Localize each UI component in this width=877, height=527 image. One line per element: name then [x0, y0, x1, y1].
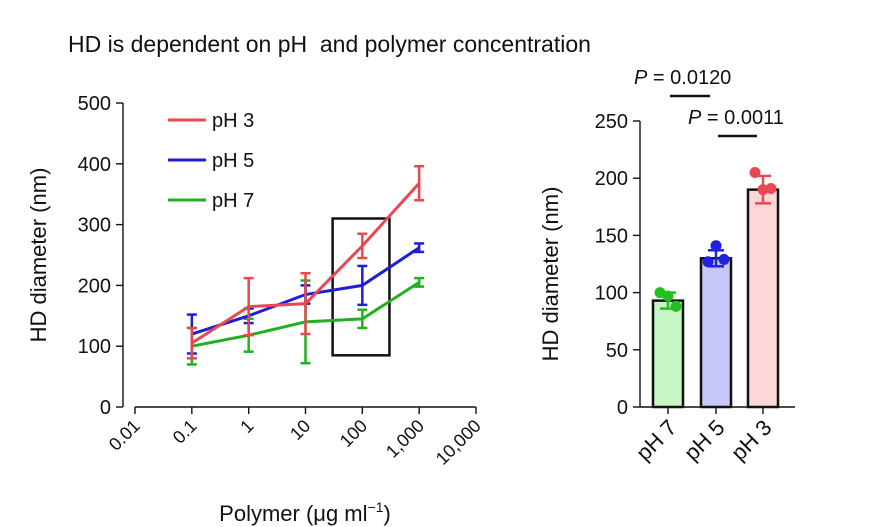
x-tick-label: 1 [236, 416, 257, 437]
data-point [702, 256, 714, 268]
bar-ph-3 [746, 188, 780, 409]
line-chart: 0 100 200 300 400 500 0.01 0.1 1 10 100 1,000 10,000… [26, 93, 485, 526]
figure-title: HD is dependent on pH and polymer concen… [68, 31, 591, 57]
data-point [749, 166, 761, 178]
data-point [765, 182, 777, 194]
significance-value: = 0.0120 [647, 67, 731, 89]
legend-label: pH 7 [212, 190, 254, 212]
data-point [662, 290, 674, 302]
bar-chart: 0 50 100 150 200 250 HD diameter (nm) pH 7pH 5p… [538, 67, 795, 465]
x-tick-label: 0.01 [105, 416, 144, 455]
significance-p: P [688, 107, 702, 129]
x-tick-label: 10 [286, 416, 314, 444]
y-tick-label: 300 [78, 215, 111, 237]
legend-label: pH 5 [212, 150, 254, 172]
y-tick-label: 200 [595, 168, 628, 190]
y-tick-label: 0 [100, 397, 111, 419]
x-tick-label: 10,000 [432, 416, 485, 469]
x-tick-label: 1,000 [382, 416, 428, 462]
x-axis-label: Polymer (μg ml−1) [219, 499, 391, 526]
highlight-box [331, 217, 391, 357]
y-tick-label: 0 [617, 397, 628, 419]
y-tick-label: 250 [595, 111, 628, 133]
x-axis-label-base: Polymer (μg ml [219, 501, 367, 526]
y-tick-label: 200 [78, 275, 111, 297]
data-point [718, 253, 730, 265]
significance-label: P = 0.0120 [634, 67, 731, 89]
significance-p: P [634, 67, 648, 89]
y-tick-label: 400 [78, 154, 111, 176]
data-point [670, 300, 682, 312]
x-tick-label: pH 7 [631, 415, 682, 466]
y-axis-label: HD diameter (nm) [538, 187, 563, 362]
bar-ph-5 [699, 257, 733, 409]
bar-ph-7 [651, 299, 685, 409]
data-point [710, 240, 722, 252]
x-tick-label: pH 3 [726, 415, 777, 466]
y-axis-label: HD diameter (nm) [26, 168, 51, 343]
y-tick-label: 100 [595, 283, 628, 305]
y-tick-label: 100 [78, 336, 111, 358]
significance-label: P = 0.0011 [688, 107, 784, 129]
significance-value: = 0.0011 [701, 107, 783, 129]
x-axis-label-superscript: −1 [368, 499, 384, 515]
y-tick-label: 500 [78, 93, 111, 115]
x-tick-label: 100 [336, 416, 371, 451]
y-tick-label: 50 [606, 340, 628, 362]
y-tick-label: 150 [595, 225, 628, 247]
x-tick-label: 0.1 [169, 416, 201, 448]
x-tick-label: pH 5 [679, 415, 730, 466]
x-axis-label-close: ) [384, 501, 391, 526]
legend-label: pH 3 [212, 110, 254, 132]
